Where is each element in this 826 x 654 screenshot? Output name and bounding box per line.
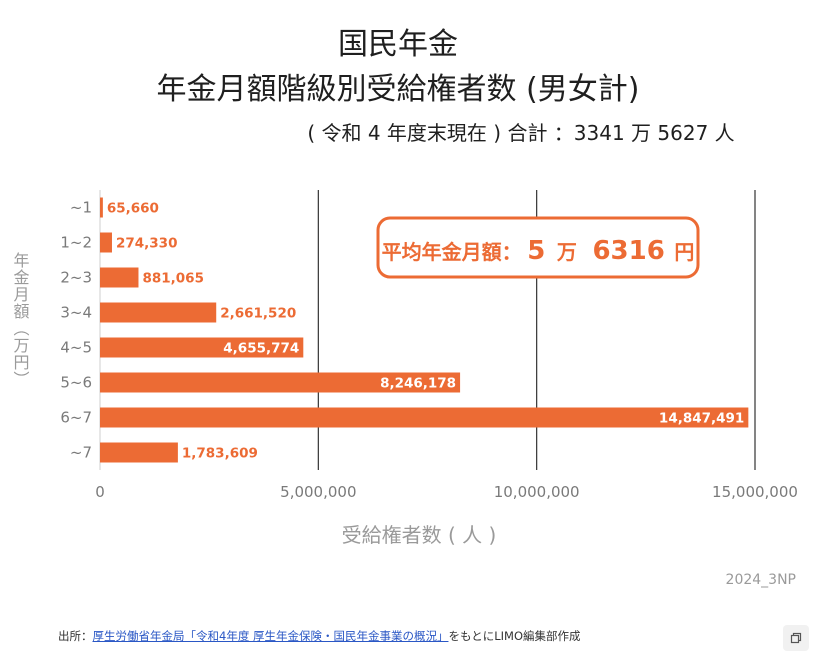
callout-unit2: 円 — [674, 240, 694, 264]
callout-unit1: 万 — [556, 240, 577, 264]
source-suffix: をもとにLIMO編集部作成 — [448, 629, 581, 643]
bar — [100, 232, 112, 253]
y-tick-label: ~1 — [70, 199, 92, 217]
y-tick-label: 4~5 — [60, 339, 92, 357]
y-tick-labels: ~1 1~2 2~3 3~4 4~5 5~6 6~7 ~7 — [60, 199, 92, 462]
callout-text: 平均年金月額： 5 万 6316 円 — [382, 236, 695, 266]
data-label: 274,330 — [116, 236, 178, 252]
bars — [100, 197, 749, 463]
bar — [100, 197, 103, 218]
x-tick-label: 10,000,000 — [494, 483, 580, 501]
y-tick-label: 5~6 — [60, 374, 92, 392]
data-label: 65,660 — [107, 201, 159, 217]
callout-num1: 5 — [527, 236, 545, 266]
value-labels: 65,660 274,330 881,065 2,661,520 4,655,774 8,… — [107, 201, 744, 462]
y-tick-label: 2~3 — [60, 269, 92, 287]
average-callout: 平均年金月額： 5 万 6316 円 — [376, 216, 700, 279]
callout-label: 平均年金月額： — [382, 240, 522, 264]
title-line-2: 年金月額階級別受給権者数 (男女計) — [157, 72, 640, 107]
y-axis-title: 年金月額（万円） — [11, 252, 30, 388]
source-note: 出所：厚生労働省年金局「令和4年度 厚生年金保険・国民年金事業の概況」をもとにL… — [58, 628, 581, 644]
x-tick-label: 15,000,000 — [712, 483, 798, 501]
bar — [100, 302, 217, 323]
data-label: 881,065 — [142, 271, 204, 287]
copy-icon — [790, 632, 802, 644]
x-tick-label: 0 — [95, 483, 105, 501]
bar — [100, 372, 461, 393]
chart-subtitle: ( 令和 4 年度末現在 ) 合計 ：3341 万 5627 人 — [307, 121, 734, 145]
bar — [100, 442, 178, 463]
source-prefix: 出所： — [58, 629, 93, 643]
data-label: 2,661,520 — [220, 306, 296, 322]
bar — [100, 337, 304, 358]
bar — [100, 407, 749, 428]
data-label: 14,847,491 — [659, 411, 744, 427]
bar — [100, 267, 139, 288]
x-tick-labels: 0 5,000,000 10,000,000 15,000,000 — [95, 483, 798, 501]
data-label: 8,246,178 — [380, 376, 456, 392]
chart-title: 国民年金 年金月額階級別受給権者数 (男女計) ( 令和 4 年度末現在 ) 合… — [157, 27, 735, 145]
x-axis-title: 受給権者数 ( 人 ) — [342, 523, 497, 547]
x-tick-label: 5,000,000 — [280, 483, 356, 501]
source-link[interactable]: 厚生労働省年金局「令和4年度 厚生年金保険・国民年金事業の概況」 — [92, 629, 449, 643]
copy-button[interactable] — [783, 625, 809, 651]
y-tick-label: ~7 — [70, 444, 92, 462]
y-tick-label: 1~2 — [60, 234, 92, 252]
callout-box — [376, 216, 700, 279]
data-label: 1,783,609 — [182, 446, 258, 462]
title-line-1: 国民年金 — [338, 27, 458, 62]
y-axis-label: 年金月額（万円） — [11, 252, 30, 388]
y-tick-label: 6~7 — [60, 409, 92, 427]
data-label: 4,655,774 — [223, 341, 299, 357]
callout-num2: 6316 — [592, 236, 664, 266]
credit-label: 2024_3NP — [726, 572, 796, 588]
y-tick-label: 3~4 — [60, 304, 92, 322]
